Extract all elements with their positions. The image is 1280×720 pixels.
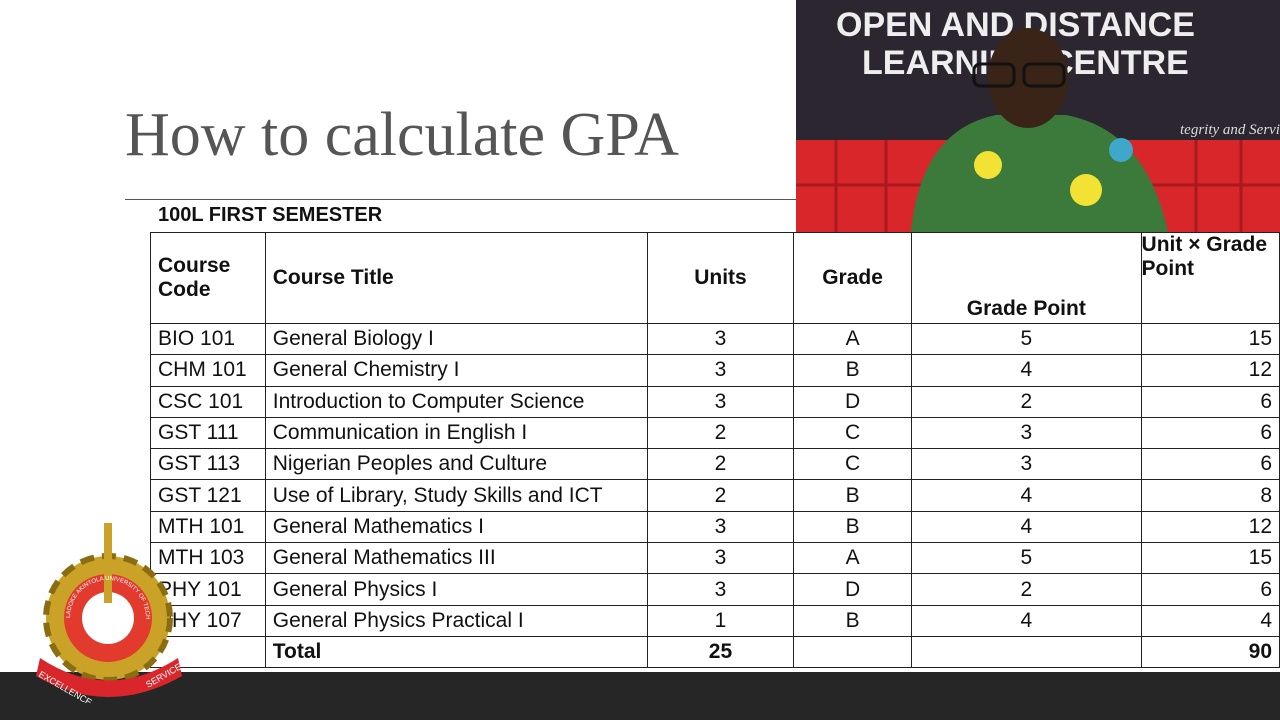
table-cell: MTH 103 <box>150 542 266 575</box>
table-cell: Course Code <box>150 232 266 324</box>
table-cell: 2 <box>646 416 795 450</box>
table-cell: GST 121 <box>150 479 266 512</box>
university-logo: EXCELLENCE SERVICE LADOKE AKINTOLA UNIVE… <box>30 518 183 703</box>
table-cell: 4 <box>911 510 1142 544</box>
table-cell: 4 <box>911 479 1142 512</box>
title-rule <box>125 199 796 200</box>
gpa-table: Course Code Course Title Units Grade Grade P… <box>150 232 1280 669</box>
table-cell: A <box>793 322 913 356</box>
table-cell: MTH 101 <box>150 510 266 544</box>
table-cell: GST 111 <box>150 416 266 450</box>
table-cell: 15 <box>1140 322 1280 356</box>
table-cell: Nigerian Peoples and Culture <box>264 448 648 481</box>
table-cell: 15 <box>1140 542 1280 575</box>
table-cell: 1 <box>646 604 795 637</box>
table-cell: Communication in English I <box>264 416 648 450</box>
table-cell: CSC 101 <box>150 385 266 418</box>
table-cell: 6 <box>1140 416 1280 450</box>
table-row: MTH 103 General Mathematics III 3 A 5 15 <box>150 542 1280 575</box>
table-cell: Total <box>264 635 648 669</box>
table-cell: 25 <box>646 635 795 669</box>
table-cell: General Physics Practical I <box>264 604 648 637</box>
table-row: GST 121 Use of Library, Study Skills and … <box>150 479 1280 512</box>
table-row: BIO 101 General Biology I 3 A 5 15 <box>150 322 1280 356</box>
table-cell: 3 <box>646 542 795 575</box>
table-cell: 12 <box>1140 510 1280 544</box>
table-cell: 2 <box>911 385 1142 418</box>
table-cell: General Physics I <box>264 573 648 606</box>
table-cell: BIO 101 <box>150 322 266 356</box>
table-cell: 3 <box>646 354 795 387</box>
table-cell: GST 113 <box>150 448 266 481</box>
table-cell: CHM 101 <box>150 354 266 387</box>
table-cell: B <box>793 604 913 637</box>
table-cell: 3 <box>911 448 1142 481</box>
table-cell: 12 <box>1140 354 1280 387</box>
table-cell: 6 <box>1140 573 1280 606</box>
table-cell: B <box>793 479 913 512</box>
table-cell: Grade <box>793 232 913 324</box>
table-cell: 8 <box>1140 479 1280 512</box>
table-cell: B <box>793 510 913 544</box>
table-cell: 3 <box>646 385 795 418</box>
table-cell: General Biology I <box>264 322 648 356</box>
table-cell <box>793 635 913 669</box>
webcam: OPEN AND DISTANCE LEARNING CENTRE tegrit… <box>796 0 1280 232</box>
table-row: MTH 101 General Mathematics I 3 B 4 12 <box>150 510 1280 544</box>
table-cell: 3 <box>646 510 795 544</box>
slide-title: How to calculate GPA <box>125 101 679 169</box>
table-cell: 4 <box>911 354 1142 387</box>
table-row: CHM 101 General Chemistry I 3 B 4 12 <box>150 354 1280 387</box>
table-cell: C <box>793 448 913 481</box>
table-cell: General Chemistry I <box>264 354 648 387</box>
table-cell: Units <box>646 232 795 324</box>
table-cell: B <box>793 354 913 387</box>
table-cell: D <box>793 385 913 418</box>
table-cell: 2 <box>646 479 795 512</box>
table-cell: 2 <box>646 448 795 481</box>
table-cell: 90 <box>1140 635 1280 669</box>
table-cell: 5 <box>911 542 1142 575</box>
table-cell: General Mathematics I <box>264 510 648 544</box>
table-cell: Unit × Grade Point <box>1140 232 1280 324</box>
video-bar <box>0 672 1280 720</box>
table-cell: 6 <box>1140 448 1280 481</box>
table-cell: 4 <box>911 604 1142 637</box>
table-row: Course Code Course Title Units Grade Grade P… <box>150 232 1280 324</box>
table-cell: Course Title <box>264 232 648 324</box>
table-cell: 3 <box>911 416 1142 450</box>
table-cell: D <box>793 573 913 606</box>
table-cell: 5 <box>911 322 1142 356</box>
table-cell: 6 <box>1140 385 1280 418</box>
table-row: Total 25 90 <box>150 635 1280 669</box>
table-cell <box>911 635 1142 669</box>
semester-label: 100L FIRST SEMESTER <box>158 204 383 226</box>
table-cell: C <box>793 416 913 450</box>
table-cell: General Mathematics III <box>264 542 648 575</box>
table-cell: Introduction to Computer Science <box>264 385 648 418</box>
table-cell: Grade Point <box>911 232 1142 324</box>
table-cell: 4 <box>1140 604 1280 637</box>
table-row: GST 113 Nigerian Peoples and Culture 2 C 3 6 <box>150 448 1280 481</box>
table-cell: 3 <box>646 573 795 606</box>
table-cell: Use of Library, Study Skills and ICT <box>264 479 648 512</box>
table-cell: 2 <box>911 573 1142 606</box>
banner-motto: tegrity and Service <box>1180 122 1280 138</box>
table-cell: A <box>793 542 913 575</box>
table-cell: 3 <box>646 322 795 356</box>
table-row: CSC 101 Introduction to Computer Science 3… <box>150 385 1280 418</box>
